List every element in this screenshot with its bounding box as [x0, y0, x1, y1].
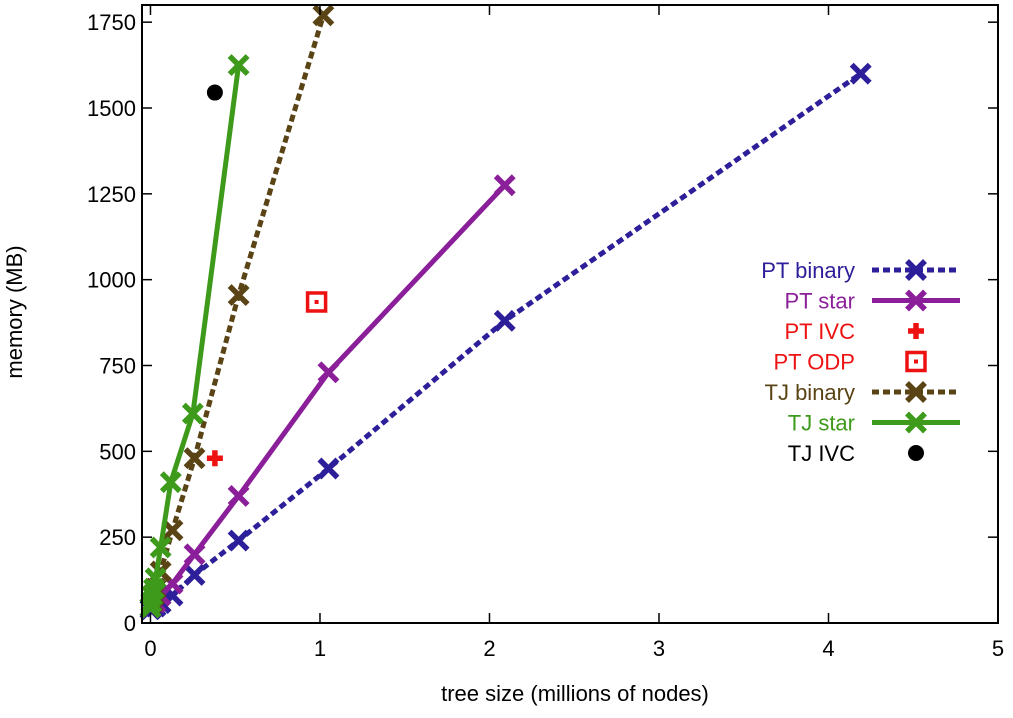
- legend-item-tj-binary: TJ binary: [765, 380, 960, 405]
- y-tick-label: 500: [99, 439, 136, 464]
- series-pt-ivc: [206, 450, 223, 467]
- y-tick-label: 1750: [87, 10, 136, 35]
- data-point-tj-star: [144, 567, 167, 590]
- legend-label: TJ star: [788, 411, 855, 436]
- legend-marker: [908, 323, 924, 339]
- legend-marker: [905, 350, 927, 373]
- data-point-pt-star: [227, 485, 250, 507]
- legend-marker: [908, 445, 924, 461]
- legend-marker-dot: [914, 359, 918, 364]
- y-tick-label: 0: [124, 611, 136, 636]
- data-point-pt-odp-dot: [314, 299, 319, 304]
- y-tick-label: 1250: [87, 182, 136, 207]
- x-tick-label: 5: [992, 636, 1004, 661]
- legend-label: TJ IVC: [788, 441, 855, 466]
- series-line-pt-star: [148, 183, 507, 610]
- data-point-pt-star: [317, 361, 340, 384]
- legend-marker: [905, 259, 927, 281]
- data-point-tj-binary: [183, 447, 206, 470]
- legend: PT binary PT star PT IVC PT ODP TJ binary TJ …: [761, 258, 960, 466]
- data-point-tj-ivc: [206, 84, 223, 101]
- data-point-tj-star: [227, 54, 250, 77]
- legend-label: PT star: [784, 289, 855, 314]
- legend-label: TJ binary: [765, 380, 855, 405]
- legend-item-pt-ivc: PT IVC: [784, 319, 924, 344]
- data-point-tj-star: [149, 536, 172, 559]
- legend-item-tj-ivc: TJ IVC: [788, 441, 924, 466]
- data-point-pt-ivc: [206, 450, 223, 467]
- legend-item-tj-star: TJ star: [788, 411, 960, 436]
- y-tick-label: 1000: [87, 268, 136, 293]
- legend-marker: [905, 411, 927, 434]
- data-point-pt-binary: [183, 563, 206, 586]
- y-tick-label: 1500: [87, 96, 136, 121]
- legend-marker: [905, 289, 927, 312]
- series-line-tj-binary: [148, 14, 326, 609]
- data-point-pt-binary: [493, 309, 516, 332]
- legend-label: PT binary: [761, 258, 855, 283]
- data-point-tj-binary: [227, 284, 250, 307]
- data-point-pt-binary: [849, 62, 872, 85]
- legend-marker: [905, 381, 927, 403]
- series-pt-binary: [139, 62, 872, 621]
- legend-item-pt-binary: PT binary: [761, 258, 960, 283]
- data-point-pt-star: [493, 174, 516, 197]
- data-point-tj-binary: [312, 4, 335, 27]
- x-tick-label: 4: [822, 636, 834, 661]
- legend-label: PT ODP: [773, 350, 855, 375]
- legend-item-pt-star: PT star: [784, 289, 960, 314]
- data-point-pt-odp: [305, 291, 328, 313]
- legend-item-pt-odp: PT ODP: [773, 350, 927, 375]
- x-tick-label: 3: [653, 636, 665, 661]
- x-tick-label: 1: [314, 636, 326, 661]
- x-axis-title: tree size (millions of nodes): [441, 681, 709, 706]
- series-tj-ivc: [206, 84, 223, 101]
- x-tick-label: 2: [483, 636, 495, 661]
- y-tick-label: 750: [99, 354, 136, 379]
- data-point-tj-star: [159, 471, 182, 494]
- y-tick-label: 250: [99, 525, 136, 550]
- y-axis-title: memory (MB): [2, 245, 27, 378]
- plot-layer: [139, 4, 872, 621]
- data-point-pt-star: [183, 543, 206, 566]
- series-tj-star: [139, 54, 250, 619]
- data-point-pt-binary: [227, 529, 250, 552]
- series-tj-binary: [139, 4, 335, 619]
- axes-layer: 0 250 500 750 1000 1250 1500 1750 0 1 2 3 4 5: [87, 4, 1004, 661]
- series-pt-odp: [305, 291, 328, 313]
- legend-label: PT IVC: [784, 319, 855, 344]
- data-point-tj-star: [181, 402, 204, 425]
- plot-frame: [141, 4, 999, 624]
- series-line-pt-binary: [149, 71, 863, 612]
- data-point-pt-binary: [317, 457, 340, 480]
- x-tick-label: 0: [144, 636, 156, 661]
